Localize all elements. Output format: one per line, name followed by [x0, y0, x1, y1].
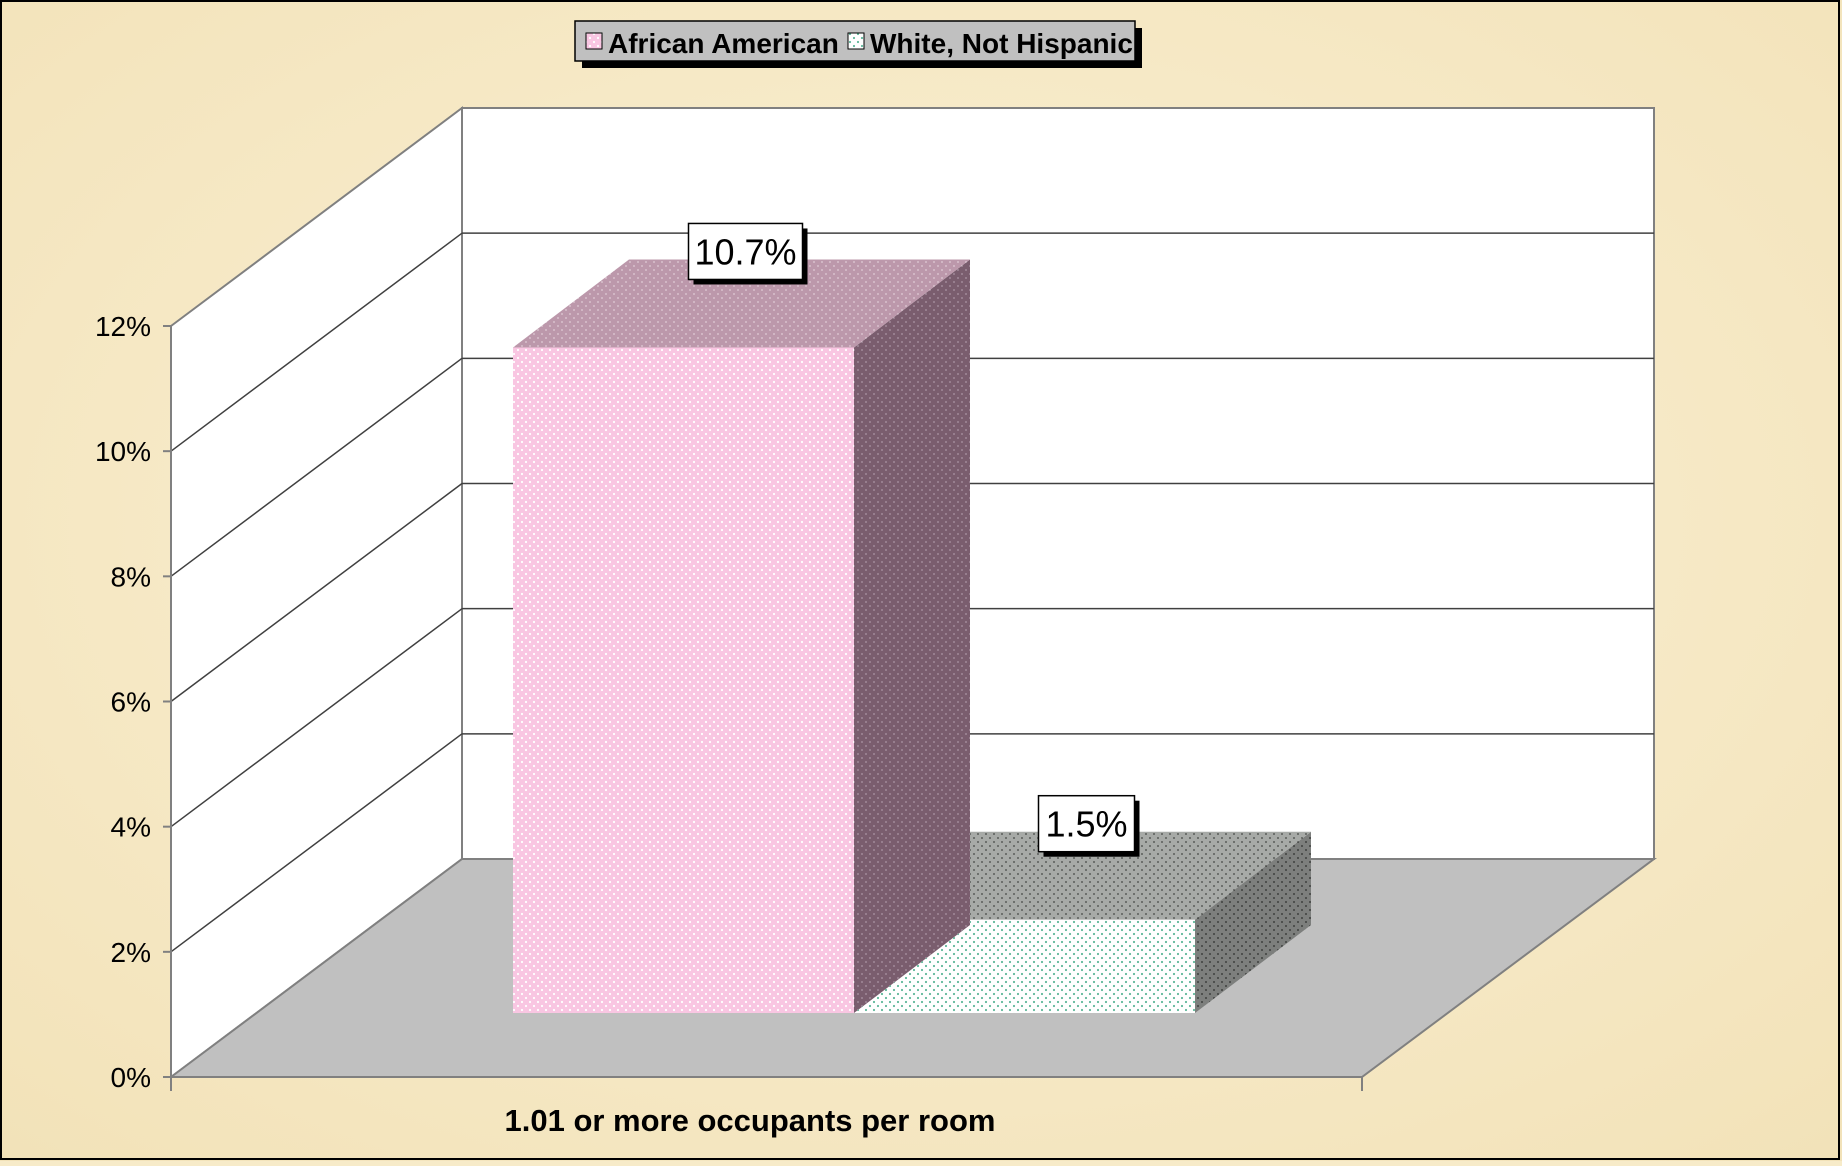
bars [513, 259, 1311, 1014]
legend-label-white-not-hispanic: White, Not Hispanic [870, 28, 1133, 59]
y-tick-label: 12% [95, 311, 151, 342]
gridline-side [170, 232, 463, 452]
y-axis: 0% 2% 4% 6% 8% 10% 12% [95, 311, 1363, 1093]
y-tick-label: 0% [111, 1062, 151, 1093]
gridline-side [170, 733, 463, 953]
gridline-side [170, 608, 463, 828]
legend-label-african-american: African American [608, 28, 839, 59]
bar-african-american-front [513, 347, 854, 1014]
data-label-white-not-hispanic-box [1037, 794, 1136, 853]
gridline-side [170, 482, 463, 703]
y-tick-label: 4% [111, 812, 151, 843]
legend: African American White, Not Hispanic [574, 20, 1142, 68]
data-label-african-american: 10.7% [694, 231, 796, 272]
data-label-white-not-hispanic: 1.5% [1045, 804, 1127, 845]
bar-african-american-side [854, 259, 970, 1014]
data-label-african-american-box [687, 222, 804, 281]
gridline-side [170, 357, 463, 577]
y-tick-label: 6% [111, 687, 151, 718]
legend-swatch-white-not-hispanic [847, 32, 865, 50]
y-tick-label: 10% [95, 436, 151, 467]
y-tick-label: 2% [111, 937, 151, 968]
legend-swatch-african-american [585, 32, 603, 50]
bar-african-american-top [513, 259, 970, 348]
bar-white-not-hispanic-side [1195, 831, 1311, 1013]
data-labels: 10.7% 1.5% [687, 222, 1140, 857]
category-label: 1.01 or more occupants per room [505, 1103, 996, 1138]
y-tick-label: 8% [111, 561, 151, 592]
